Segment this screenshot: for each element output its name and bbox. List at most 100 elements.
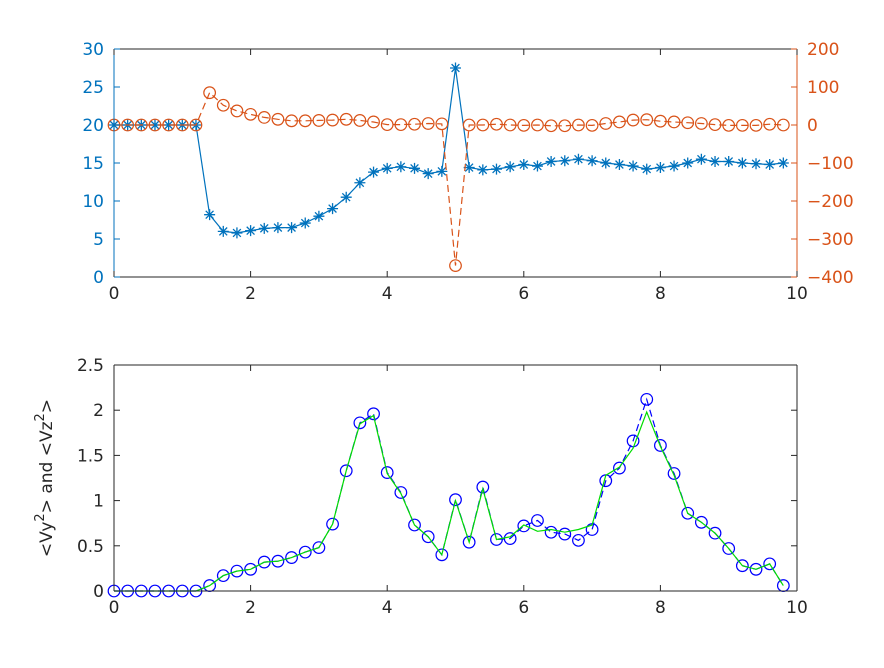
series-1-point-9: [231, 227, 243, 239]
series-1-point-16: [327, 203, 339, 215]
series-1-point-40: [654, 162, 666, 174]
series-1-point-15: [313, 210, 325, 222]
series-2-point-41: [667, 115, 681, 129]
series-1-point-13: [286, 222, 298, 234]
series-1-point-41: [667, 467, 681, 480]
series-1-point-7: [204, 209, 216, 221]
y2-tick-label-3: −100: [807, 154, 854, 174]
series-2-point-36: [599, 117, 613, 130]
series-1-point-48: [764, 159, 776, 171]
series-2-line: [114, 410, 784, 592]
series-2-point-43: [694, 117, 708, 130]
series-1-point-29: [503, 532, 517, 545]
series-1-point-26: [462, 535, 476, 549]
series-2-point-16: [326, 113, 339, 127]
series-2-point-46: [735, 118, 749, 132]
series-2-point-28: [490, 117, 503, 131]
series-2-point-7: [203, 86, 217, 100]
x-tick-label-5: 10: [786, 284, 808, 304]
series-1-point-8: [217, 225, 229, 237]
y2-tick-label-1: −300: [807, 230, 854, 250]
series-1-point-32: [544, 525, 558, 539]
series-1-point-11: [258, 222, 270, 234]
y-tick-label-0: 0: [93, 268, 104, 288]
series-1-point-10: [245, 225, 257, 237]
series-1-point-4: [163, 119, 175, 131]
y-tick-label-5: 25: [82, 78, 104, 98]
series-2-point-26: [462, 118, 476, 132]
x-tick-label-1: 2: [245, 598, 256, 618]
y-tick-label-3: 1.5: [77, 446, 104, 466]
series-1-point-23: [421, 530, 435, 544]
series-1-point-20: [380, 466, 394, 479]
series-2-point-2: [134, 118, 148, 132]
series-1-point-16: [326, 517, 339, 531]
series-2-point-23: [421, 117, 435, 130]
series-2-point-22: [408, 117, 421, 131]
series-1-point-17: [339, 464, 353, 478]
y-axis-label: <Vy2> and <Vz2>: [33, 399, 57, 557]
series-1-point-27: [477, 164, 489, 176]
series-2-point-12: [271, 112, 285, 126]
series-2-point-11: [257, 110, 271, 124]
series-1-point-31: [531, 160, 543, 172]
series-2-point-8: [216, 98, 230, 112]
x-tick-label-5: 10: [786, 598, 808, 618]
series-1-point-8: [216, 569, 230, 583]
series-1-point-39: [641, 163, 653, 175]
series-1-point-3: [149, 119, 161, 131]
series-2-point-25: [449, 259, 462, 273]
series-1-point-43: [694, 515, 708, 529]
series-2-point-21: [394, 118, 408, 132]
series-1-point-43: [695, 153, 707, 165]
series-1-point-24: [436, 165, 448, 177]
series-2-point-39: [640, 113, 654, 127]
series-2-point-47: [749, 118, 763, 132]
series-1-point-40: [654, 439, 667, 452]
series-1-point-18: [353, 416, 367, 430]
y2-tick-label-0: −400: [807, 268, 854, 288]
x-tick-label-2: 4: [382, 284, 393, 304]
series-1-point-49: [777, 157, 789, 169]
y2-tick-label-2: −200: [807, 192, 854, 212]
y-axis-label-text: > and <Vz: [37, 421, 57, 513]
series-2-point-33: [558, 119, 572, 133]
y-axis-label-text: >: [37, 399, 57, 413]
series-1-point-42: [682, 157, 694, 169]
x-tick-label-4: 8: [655, 598, 666, 618]
series-2-line: [114, 91, 784, 266]
x-tick-label-4: 8: [655, 284, 666, 304]
series-2-point-14: [298, 114, 312, 128]
series-1-point-15: [312, 541, 326, 555]
series-1-point-13: [285, 551, 298, 564]
series-1-point-21: [395, 161, 407, 173]
x-tick-label-3: 6: [518, 284, 529, 304]
series-2-point-17: [339, 112, 353, 126]
series-2-point-6: [189, 118, 203, 132]
series-2-point-1: [121, 118, 135, 132]
series-2-point-4: [162, 118, 176, 132]
series-1-point-44: [709, 155, 721, 167]
series-2-point-13: [285, 114, 298, 128]
series-1-point-44: [708, 526, 722, 540]
series-1-point-21: [394, 486, 408, 499]
y-tick-label-3: 15: [82, 154, 104, 174]
series-1-point-48: [763, 557, 777, 571]
series-1-point-32: [545, 155, 557, 167]
series-2-point-35: [585, 118, 599, 132]
series-1-point-14: [298, 545, 312, 559]
y2-tick-label-4: 0: [807, 116, 818, 136]
x-tick-label-1: 2: [245, 284, 256, 304]
series-1-point-17: [340, 191, 352, 203]
y-axis-label-sup: 2: [33, 413, 48, 421]
y-axis-label-sup: 2: [33, 513, 48, 521]
series-2-point-18: [353, 114, 367, 127]
series-1-point-26: [463, 162, 475, 174]
series-1-point-14: [299, 217, 311, 229]
series-1-point-12: [272, 222, 284, 234]
series-1-point-22: [408, 518, 421, 532]
series-2-point-48: [763, 117, 777, 131]
series-1-point-45: [723, 155, 735, 167]
